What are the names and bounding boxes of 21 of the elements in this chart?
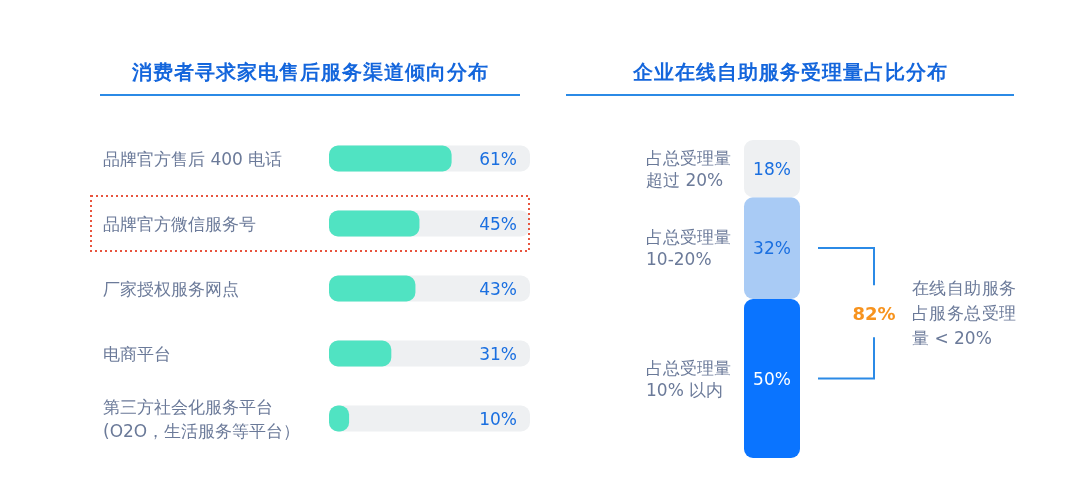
chart-title: 企业在线自助服务受理量占比分布	[566, 50, 1014, 96]
y-tick-label: 厂家授权服务网点	[103, 278, 239, 299]
bar	[329, 340, 392, 367]
data-label: 10%	[479, 408, 517, 429]
series-label: 占总受理量10% 以内	[646, 356, 732, 401]
data-label: 32%	[753, 238, 791, 259]
y-tick-label: 品牌官方微信服务号	[103, 213, 256, 234]
y-tick-label: 第三方社会化服务平台 (O2O，生活服务等平台）	[103, 396, 301, 441]
y-tick-label: 品牌官方售后 400 电话	[103, 148, 283, 169]
data-label: 61%	[479, 148, 517, 169]
text: 在线自助服务占服务总受理量 < 20%	[912, 276, 1016, 350]
y-tick-label: 电商平台	[103, 343, 171, 364]
chart-title: 消费者寻求家电售后服务渠道倾向分布	[100, 50, 520, 96]
series-label: 占总受理量超过 20%	[646, 146, 732, 191]
data-label: 31%	[479, 343, 517, 364]
data-label: 18%	[753, 158, 791, 179]
text: 82%	[852, 302, 896, 324]
data-label: 50%	[753, 368, 791, 389]
data-label: 45%	[479, 213, 517, 234]
data-label: 43%	[479, 278, 517, 299]
series-label: 占总受理量10-20%	[646, 226, 732, 271]
